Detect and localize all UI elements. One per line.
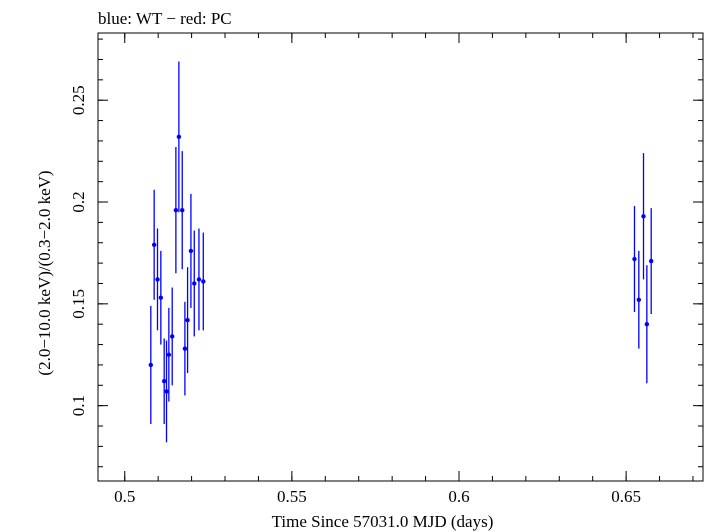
data-point	[644, 322, 650, 327]
data-point	[164, 389, 169, 394]
x-tick-label: 0.55	[277, 487, 307, 506]
x-axis-label: Time Since 57031.0 MJD (days)	[272, 512, 494, 531]
data-point	[180, 207, 185, 213]
data-point	[641, 214, 646, 219]
data-point	[648, 258, 654, 264]
data-point	[176, 134, 182, 140]
x-tick-label: 0.5	[114, 487, 135, 506]
data-point	[161, 379, 167, 384]
x-tick-label: 0.65	[611, 487, 641, 506]
major-ticks	[98, 33, 703, 481]
y-tick-label: 0.25	[69, 85, 88, 115]
data-point	[196, 277, 202, 282]
data-point	[155, 277, 160, 282]
data-point	[632, 256, 637, 262]
data-point	[185, 317, 190, 323]
tick-labels: 0.5 0.55 0.6 0.65 0.1 0.15 0.2 0.25	[69, 85, 641, 506]
chart-title: blue: WT − red: PC	[98, 9, 232, 28]
data-point	[158, 295, 164, 300]
data-point	[192, 281, 197, 286]
x-tick-label: 0.6	[448, 487, 469, 506]
data-point	[166, 352, 172, 357]
data-point	[170, 334, 175, 339]
data-point	[182, 346, 188, 351]
minor-ticks	[98, 33, 703, 481]
y-tick-label: 0.2	[69, 191, 88, 212]
data-point	[148, 362, 154, 368]
data-point	[151, 242, 157, 247]
data-point	[188, 248, 194, 254]
plot-frame	[97, 32, 704, 482]
data-series-wt	[148, 61, 654, 443]
y-axis-label: (2.0−10.0 keV)/(0.3−2.0 keV)	[35, 170, 54, 375]
y-tick-label: 0.15	[69, 289, 88, 319]
data-point	[201, 279, 206, 284]
y-tick-label: 0.1	[69, 395, 88, 416]
data-point	[636, 297, 642, 302]
data-point	[173, 207, 179, 213]
